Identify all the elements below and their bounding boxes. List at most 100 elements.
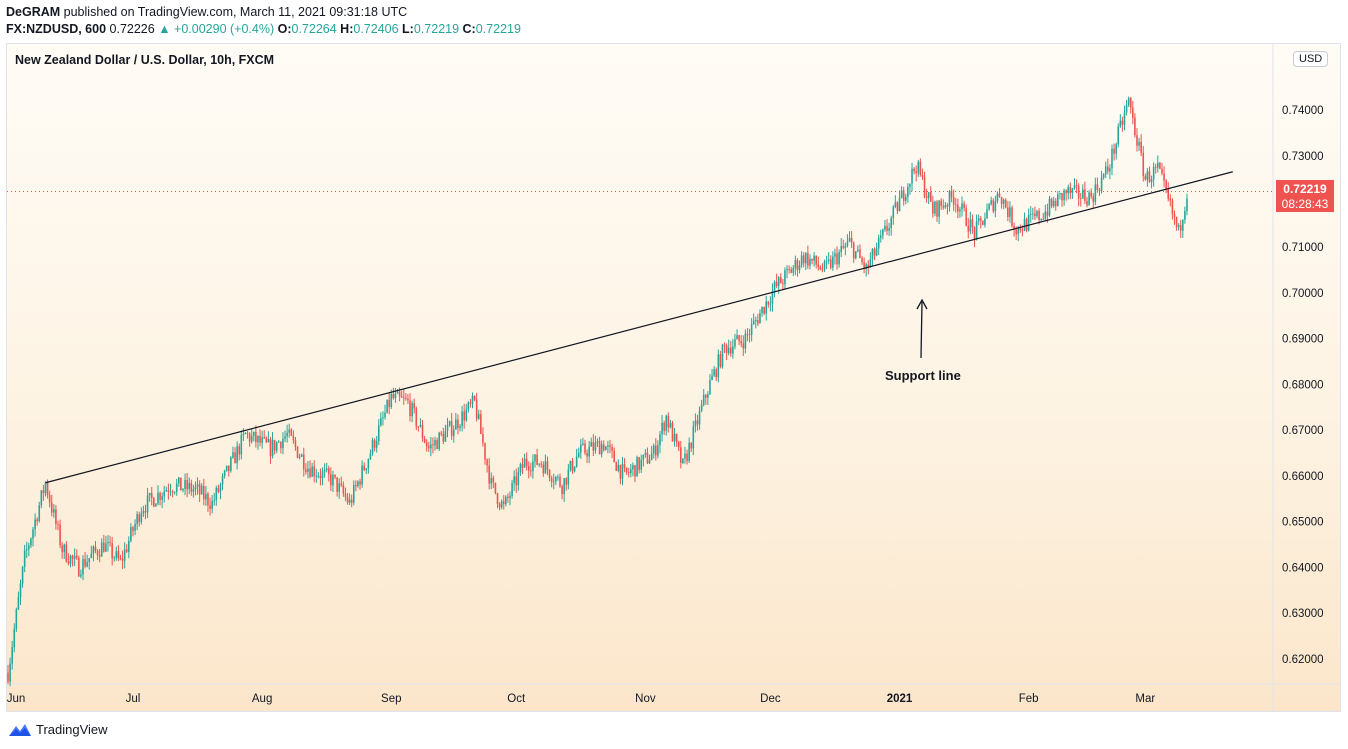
candle-body: [186, 479, 188, 490]
candle-body: [194, 486, 197, 490]
candle-body: [1159, 162, 1161, 169]
candle-body: [786, 269, 788, 271]
candle-body: [723, 344, 726, 346]
candle-body: [425, 442, 428, 447]
candle-body: [894, 202, 897, 207]
candle-body: [377, 425, 380, 441]
candle-body: [521, 464, 524, 468]
candle-body: [67, 561, 70, 564]
support-line-annotation[interactable]: Support line: [885, 368, 961, 383]
candle-body: [886, 225, 888, 231]
candle-body: [334, 474, 336, 478]
candle-body: [302, 454, 305, 470]
candle-body: [338, 483, 340, 492]
candle-body: [1027, 214, 1030, 231]
candle-body: [1075, 185, 1078, 186]
candle-body: [53, 509, 55, 513]
support-line[interactable]: [45, 171, 1233, 484]
candle-body: [748, 334, 751, 336]
candle-body: [94, 546, 97, 551]
candle-body: [505, 496, 507, 504]
candle-body: [765, 301, 768, 314]
candle-body: [138, 514, 141, 523]
low-value: 0.72219: [413, 22, 460, 36]
candle-body: [46, 482, 49, 496]
candle-body: [82, 559, 84, 575]
candle-body: [565, 478, 568, 485]
candle-body: [330, 474, 332, 486]
candle-body: [221, 476, 224, 485]
candle-body: [1000, 196, 1003, 204]
candle-body: [203, 486, 205, 500]
candle-body: [523, 458, 526, 468]
candle-body: [348, 499, 351, 503]
candle-body: [840, 246, 842, 253]
candle-body: [205, 493, 207, 500]
time-axis[interactable]: Jun Jul Aug Sep Oct Nov Dec 2021 Feb Mar: [7, 693, 1156, 705]
candle-body: [642, 454, 645, 460]
candle-body: [515, 476, 518, 486]
currency-badge[interactable]: USD: [1293, 51, 1329, 67]
candle-body: [621, 464, 624, 479]
candle-body: [757, 320, 759, 324]
close-label: C:: [462, 22, 476, 36]
candle-body: [569, 460, 572, 470]
candle-body: [779, 277, 782, 284]
candle-body: [663, 422, 665, 431]
publish-text: published on TradingView.com, March 11, …: [63, 5, 408, 19]
candle-body: [948, 190, 951, 207]
bar-countdown: 08:28:43: [1281, 197, 1329, 211]
publisher-name[interactable]: DeGRAM: [6, 5, 61, 19]
chart-frame[interactable]: [6, 43, 1341, 712]
price-tick-label: 0.73000: [1282, 151, 1324, 163]
candle-body: [267, 439, 270, 443]
candle-body: [998, 193, 1001, 197]
candle-body: [223, 470, 226, 477]
candle-body: [711, 375, 713, 381]
candle-body: [896, 202, 899, 212]
candle-body: [96, 550, 99, 556]
candle-body: [153, 497, 155, 507]
candle-body: [227, 465, 230, 471]
candle-body: [1057, 194, 1059, 207]
symbol-label[interactable]: FX:NZDUSD, 600: [6, 22, 107, 36]
candle-body: [500, 501, 503, 508]
candle-body: [1123, 112, 1126, 125]
candle-body: [796, 260, 799, 271]
candles-group: [7, 96, 1188, 687]
candle-body: [144, 511, 147, 513]
candle-body: [861, 258, 863, 263]
candle-body: [586, 452, 588, 457]
price-tick-label: 0.65000: [1282, 517, 1324, 529]
candle-body: [134, 523, 136, 531]
candle-body: [815, 255, 818, 265]
candle-body: [702, 394, 705, 405]
candle-body: [734, 339, 736, 347]
candle-body: [371, 439, 374, 454]
candle-body: [754, 320, 757, 321]
candle-body: [1069, 186, 1072, 194]
candle-body: [827, 259, 830, 261]
candle-body: [42, 490, 45, 494]
plot-title: New Zealand Dollar / U.S. Dollar, 10h, F…: [15, 53, 275, 67]
candle-body: [984, 218, 986, 225]
candle-body: [423, 438, 426, 443]
candle-body: [277, 441, 280, 443]
candle-body: [475, 399, 478, 419]
price-tick-label: 0.74000: [1282, 105, 1324, 117]
candle-body: [915, 171, 917, 174]
candle-body: [163, 491, 166, 497]
candle-body: [573, 466, 576, 472]
footer[interactable]: TradingView: [8, 722, 108, 737]
candle-body: [361, 465, 363, 485]
candle-body: [919, 161, 922, 175]
candle-body: [773, 281, 776, 292]
candle-body: [615, 462, 618, 471]
candle-body: [632, 465, 634, 470]
candle-body: [1173, 214, 1176, 218]
candle-body: [1073, 185, 1076, 189]
candle-body: [846, 241, 849, 246]
candle-body: [309, 468, 311, 477]
candle-body: [1088, 192, 1090, 206]
